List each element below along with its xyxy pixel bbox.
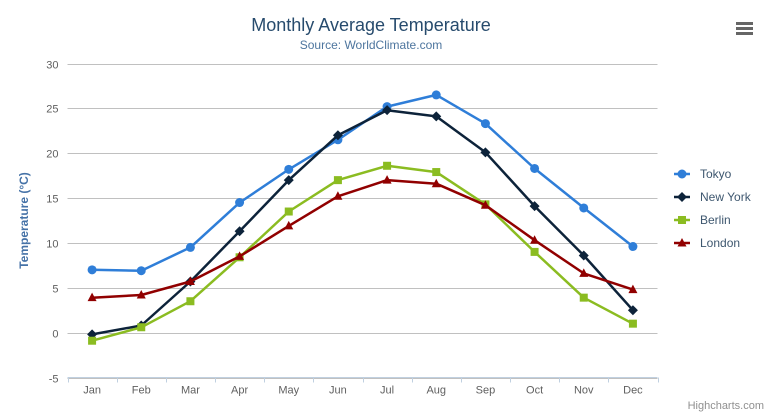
data-point-marker[interactable] — [432, 168, 441, 177]
data-point-marker[interactable] — [579, 268, 589, 277]
y-axis-label: 5 — [52, 284, 58, 296]
export-menu-button[interactable] — [736, 21, 753, 35]
data-point-marker[interactable] — [628, 319, 637, 328]
data-point-marker[interactable] — [185, 276, 195, 286]
circle-legend-marker-icon — [674, 169, 690, 178]
y-axis-label: 30 — [46, 60, 58, 72]
x-axis-label: Jan — [83, 385, 101, 397]
x-axis-label: Oct — [526, 385, 543, 397]
square-legend-marker-icon — [674, 215, 690, 224]
hamburger-icon — [736, 21, 753, 35]
chart-title: Monthly Average Temperature — [251, 15, 491, 35]
chart-subtitle: Source: WorldClimate.com — [299, 38, 443, 52]
data-point-marker[interactable] — [186, 297, 195, 306]
x-axis-label: Jul — [380, 385, 394, 397]
data-point-marker[interactable] — [136, 289, 146, 299]
series-line-london — [90, 178, 635, 299]
data-point-marker[interactable] — [333, 176, 342, 185]
legend-symbol-marker — [677, 237, 687, 246]
legend-item-tokyo[interactable]: Tokyo — [674, 162, 751, 185]
data-point-marker[interactable] — [284, 207, 293, 216]
data-point-marker[interactable] — [628, 242, 638, 252]
x-axis-label: Sep — [476, 385, 496, 397]
data-point-marker[interactable] — [382, 105, 393, 116]
y-axis-label: 15 — [46, 194, 58, 206]
data-point-marker[interactable] — [628, 284, 638, 294]
legend-label: Tokyo — [700, 166, 732, 181]
data-point-marker[interactable] — [185, 242, 195, 252]
credits-link[interactable]: Highcharts.com — [687, 400, 764, 412]
data-point-marker[interactable] — [480, 200, 490, 209]
data-point-marker[interactable] — [431, 90, 441, 100]
data-point-marker[interactable] — [530, 247, 539, 256]
y-axis-label: -5 — [49, 374, 59, 386]
diamond-legend-marker-icon — [674, 191, 690, 202]
data-point-marker[interactable] — [579, 203, 589, 213]
data-point-marker[interactable] — [333, 191, 343, 200]
data-point-marker[interactable] — [382, 175, 392, 184]
x-axis-label: Mar — [181, 385, 200, 397]
data-point-marker[interactable] — [137, 323, 146, 332]
data-point-marker[interactable] — [529, 201, 540, 212]
legend-symbol-marker — [677, 191, 687, 202]
series-line-tokyo — [90, 93, 635, 272]
data-point-marker[interactable] — [431, 178, 441, 188]
legend-item-london[interactable]: London — [674, 231, 751, 254]
data-point-marker[interactable] — [87, 265, 97, 275]
series-berlin — [88, 161, 637, 345]
legend: Tokyo New York Berlin London — [674, 162, 751, 254]
triangle-legend-marker-icon — [674, 237, 690, 246]
x-axis-label: Dec — [623, 385, 643, 397]
series-line-berlin — [90, 164, 635, 342]
x-axis-label: Apr — [231, 385, 248, 397]
x-axis-label: May — [278, 385, 299, 397]
legend-label: London — [700, 235, 741, 250]
data-point-marker[interactable] — [235, 198, 245, 208]
y-axis-label: 0 — [52, 329, 58, 341]
legend-symbol-marker — [678, 215, 686, 224]
data-point-marker[interactable] — [234, 226, 245, 237]
data-point-marker[interactable] — [284, 220, 294, 230]
data-point-marker[interactable] — [284, 164, 294, 174]
series-new-york — [87, 105, 638, 340]
legend-item-berlin[interactable]: Berlin — [674, 208, 751, 231]
y-axis-label: 10 — [46, 239, 58, 251]
data-point-marker[interactable] — [627, 305, 638, 316]
data-point-marker[interactable] — [283, 175, 294, 186]
data-point-marker[interactable] — [431, 111, 442, 122]
data-point-marker[interactable] — [530, 163, 540, 173]
y-axis-label: 20 — [46, 149, 58, 161]
legend-item-new-york[interactable]: New York — [674, 185, 751, 208]
x-axis-label: Nov — [574, 385, 594, 397]
x-axis-label: Aug — [426, 385, 446, 397]
data-point-marker[interactable] — [136, 266, 146, 276]
y-axis-label: 25 — [46, 104, 58, 116]
data-point-marker[interactable] — [480, 119, 490, 129]
series-tokyo — [87, 90, 638, 276]
legend-label: Berlin — [700, 212, 731, 227]
data-point-marker[interactable] — [235, 251, 245, 260]
data-point-marker[interactable] — [578, 250, 589, 261]
data-point-marker[interactable] — [332, 130, 343, 141]
data-point-marker[interactable] — [579, 293, 588, 302]
data-point-marker[interactable] — [383, 161, 392, 170]
x-axis-label: Feb — [132, 385, 151, 397]
series-london — [87, 175, 638, 302]
data-point-marker[interactable] — [87, 292, 97, 302]
data-point-marker[interactable] — [530, 235, 540, 244]
y-axis-title: Temperature (°C) — [17, 172, 31, 269]
series-line-new-york — [90, 108, 635, 336]
data-point-marker[interactable] — [88, 336, 97, 345]
legend-symbol-marker — [677, 169, 687, 178]
legend-label: New York — [700, 189, 751, 204]
x-axis-label: Jun — [329, 385, 347, 397]
data-point-marker[interactable] — [480, 147, 491, 158]
